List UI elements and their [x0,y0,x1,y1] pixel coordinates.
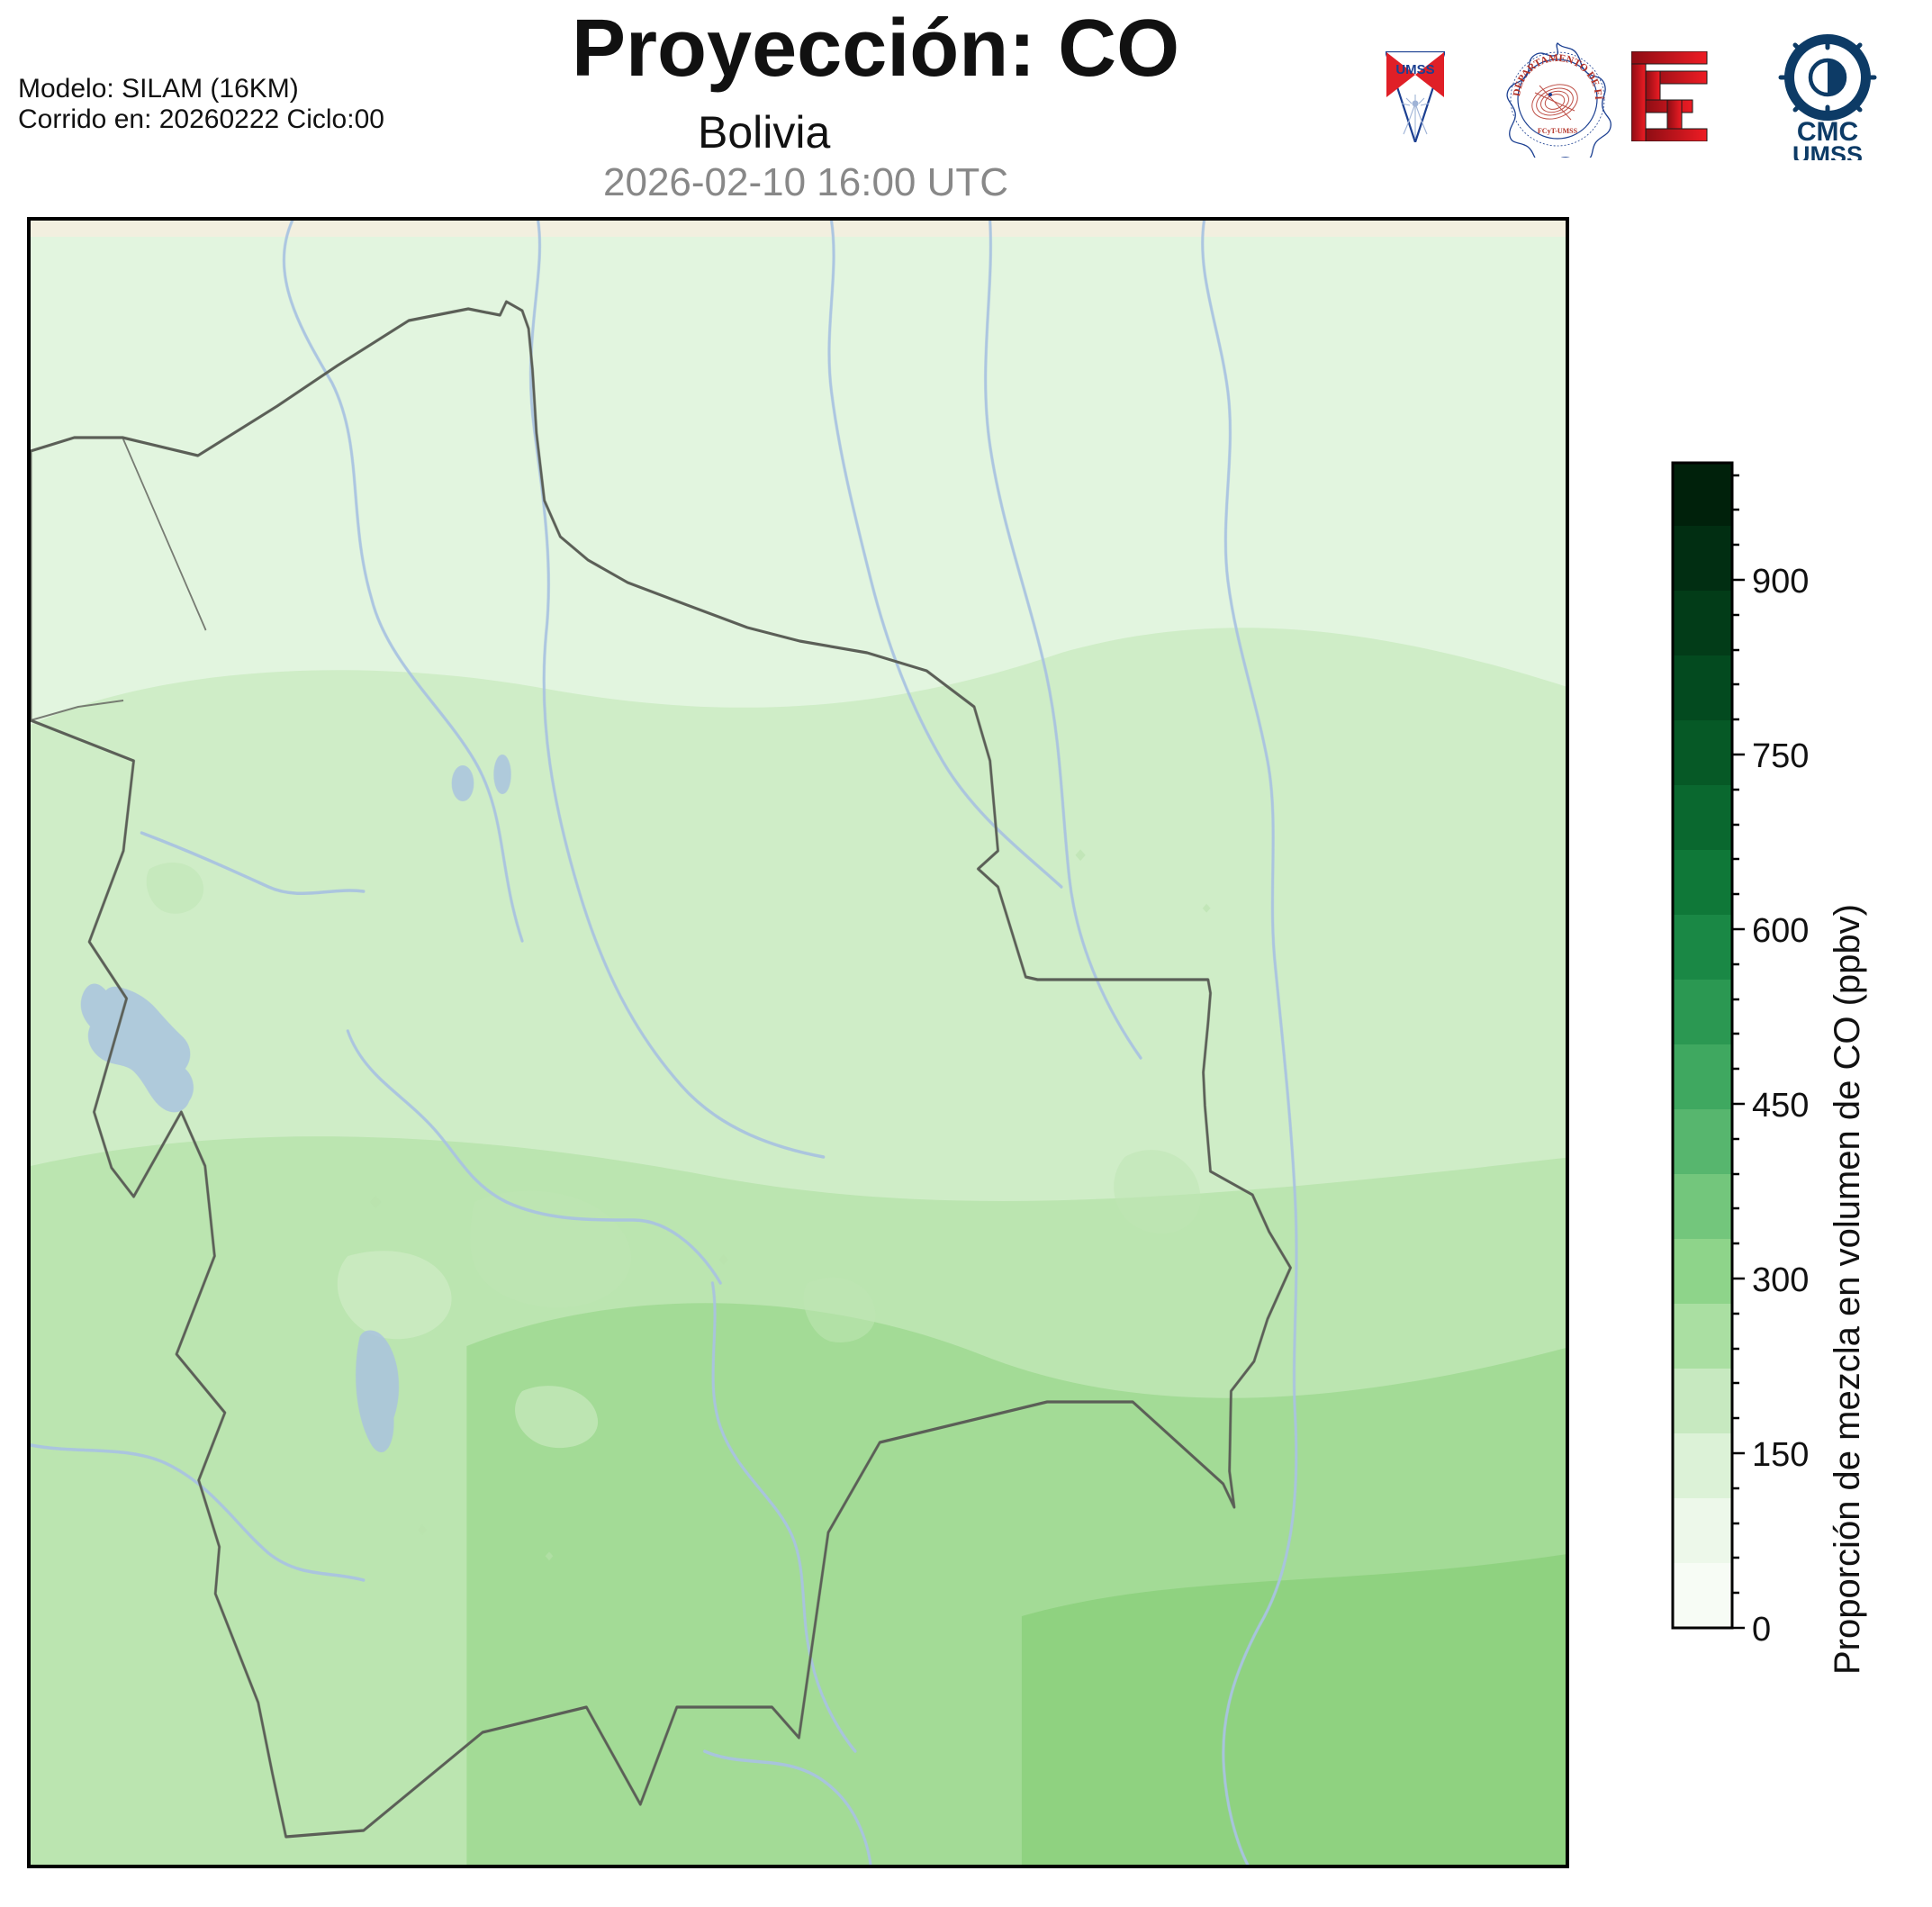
svg-text:FCyT-UMSS: FCyT-UMSS [1538,127,1578,135]
svg-text:UMSS: UMSS [1395,62,1434,77]
svg-text:UMSS: UMSS [1792,141,1863,160]
